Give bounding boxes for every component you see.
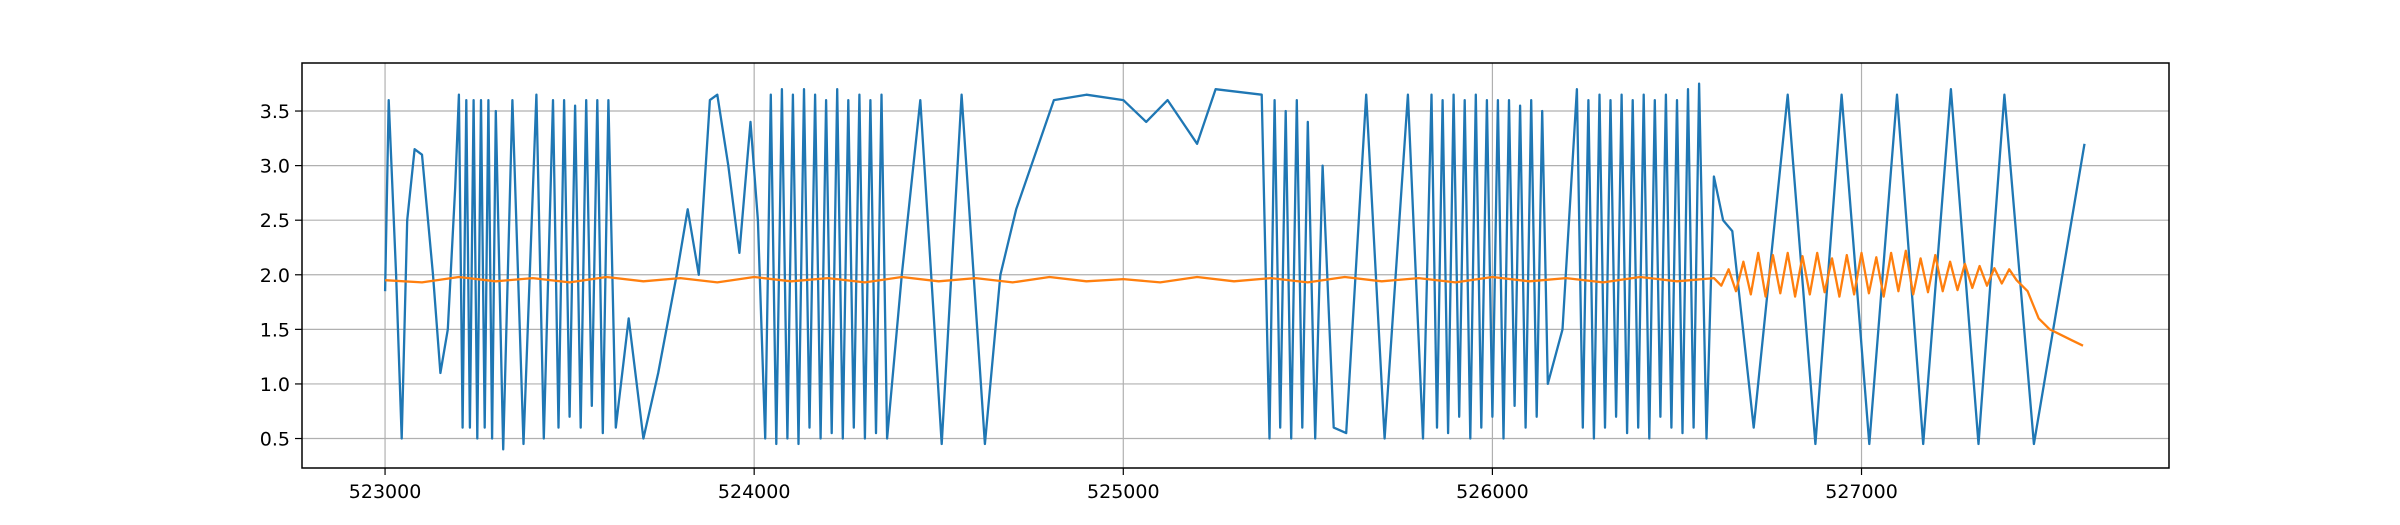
y-tick-label: 1.0 (260, 374, 290, 396)
x-tick-label: 526000 (1456, 481, 1529, 503)
x-tick-label: 523000 (349, 481, 422, 503)
y-tick-label: 0.5 (260, 429, 290, 451)
x-tick-label: 524000 (718, 481, 791, 503)
y-tick-label: 3.0 (260, 156, 290, 178)
y-tick-label: 2.0 (260, 265, 290, 287)
plot-frame (301, 62, 2170, 469)
y-tick-label: 3.5 (260, 101, 290, 123)
x-tick-label: 527000 (1825, 481, 1898, 503)
series-line (383, 82, 2086, 451)
series-line (385, 249, 2084, 347)
y-tick-label: 2.5 (260, 210, 290, 232)
x-tick-label: 525000 (1087, 481, 1160, 503)
y-tick-label: 1.5 (260, 319, 290, 341)
